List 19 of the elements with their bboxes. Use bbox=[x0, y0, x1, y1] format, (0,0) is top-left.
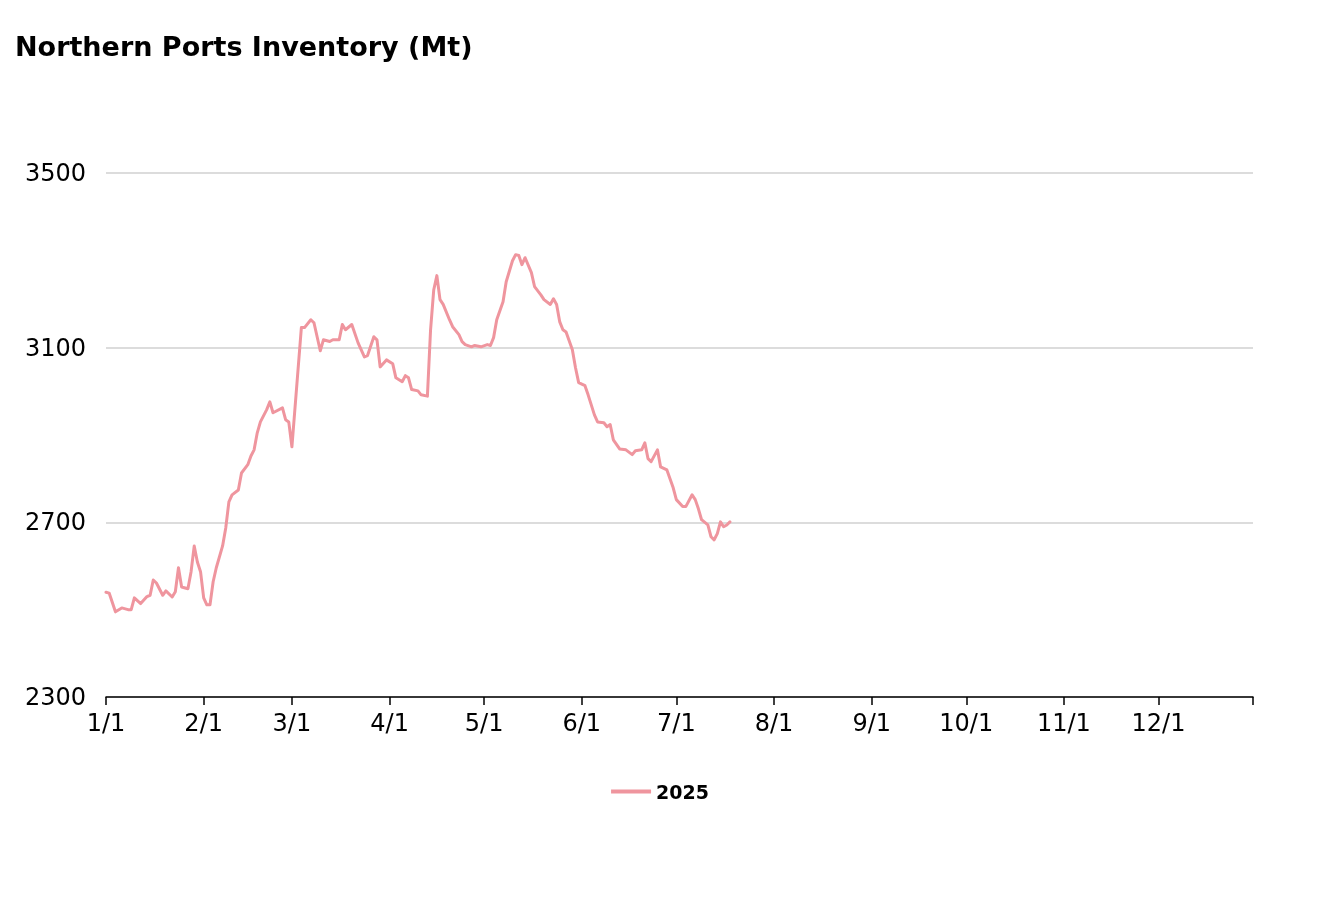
x-tick-label: 2/1 bbox=[184, 709, 223, 737]
x-tick-label: 10/1 bbox=[939, 709, 994, 737]
x-tick-label: 8/1 bbox=[754, 709, 794, 737]
chart-title: Northern Ports Inventory (Mt) bbox=[15, 31, 473, 62]
y-tick-label: 2300 bbox=[24, 683, 86, 711]
line-series bbox=[104, 253, 732, 614]
x-tick-label: 6/1 bbox=[562, 709, 602, 737]
x-tick-label: 12/1 bbox=[1131, 709, 1186, 737]
y-tick-label: 3100 bbox=[24, 333, 86, 362]
x-tick-label: 3/1 bbox=[272, 709, 312, 737]
x-tick-label: 7/1 bbox=[657, 709, 696, 737]
x-tick-label: 1/1 bbox=[86, 709, 126, 737]
x-tick-label: 11/1 bbox=[1036, 709, 1091, 737]
y-tick-label: 2700 bbox=[24, 508, 86, 537]
x-tick-label: 5/1 bbox=[464, 709, 504, 737]
x-tick-label: 4/1 bbox=[370, 709, 409, 737]
legend-label: 2025 bbox=[656, 780, 709, 803]
x-tick-label: 9/1 bbox=[852, 709, 892, 737]
y-tick-label: 3500 bbox=[24, 159, 86, 187]
